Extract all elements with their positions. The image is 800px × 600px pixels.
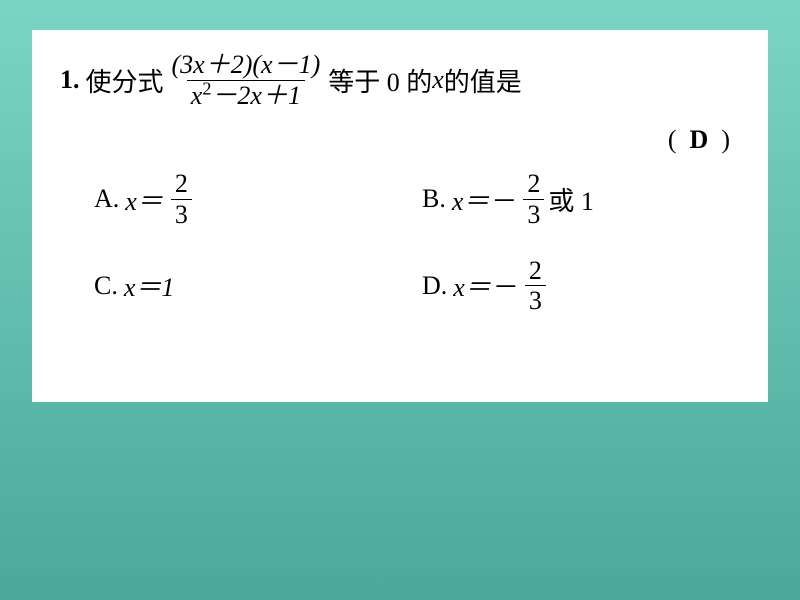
- question-card: 1. 使分式 (3x＋2)(x－1) x2－2x＋1 等于 0 的 x 的值是 …: [32, 30, 768, 402]
- page-background: 1. 使分式 (3x＋2)(x－1) x2－2x＋1 等于 0 的 x 的值是 …: [0, 0, 800, 600]
- question-suffix-1: 等于 0 的: [328, 62, 432, 99]
- option-a-fraction: 2 3: [171, 169, 192, 230]
- question-number: 1.: [60, 65, 80, 95]
- option-b: B. x＝ － 2 3 或 1: [422, 169, 740, 230]
- question-fraction: (3x＋2)(x－1) x2－2x＋1: [168, 50, 325, 111]
- option-d-fraction: 2 3: [525, 256, 546, 317]
- question-prefix: 使分式: [86, 62, 164, 99]
- option-b-fraction: 2 3: [523, 169, 544, 230]
- question-variable: x: [432, 65, 444, 95]
- option-c: C. x＝1: [94, 256, 412, 317]
- question-suffix-2: 的值是: [444, 62, 522, 99]
- fraction-numerator: (3x＋2)(x－1): [168, 50, 325, 80]
- option-a: A. x＝ 2 3: [94, 169, 412, 230]
- question-line: 1. 使分式 (3x＋2)(x－1) x2－2x＋1 等于 0 的 x 的值是: [60, 50, 740, 111]
- answer-letter: D: [690, 125, 709, 154]
- answer-line: ( D ): [60, 125, 740, 155]
- options-grid: A. x＝ 2 3 B. x＝ － 2 3 或 1 C.: [94, 169, 740, 317]
- fraction-denominator: x2－2x＋1: [187, 80, 305, 111]
- option-d: D. x＝ － 2 3: [422, 256, 740, 317]
